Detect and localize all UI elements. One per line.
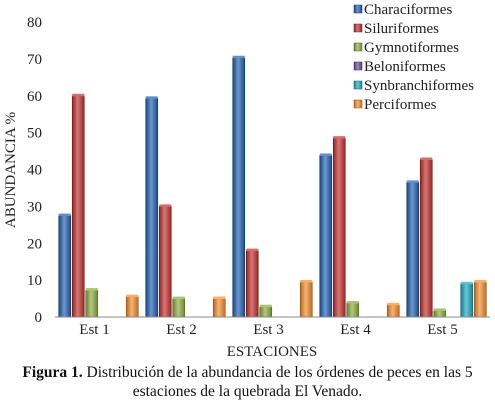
x-tick-label: Est 3 [253,322,283,338]
y-tick-label: 80 [27,15,42,31]
y-tick-label: 60 [27,89,42,105]
bar-perciformes-est-4 [386,304,400,318]
legend-swatch [353,42,363,52]
bar-top-perciformes-est-3 [300,279,313,283]
bar-perciformes-est-1 [125,296,139,318]
caption-label: Figura 1. [22,364,83,381]
bar-siluriformes-est-2 [158,206,172,318]
bar-siluriformes-est-4 [332,137,346,318]
y-tick-label: 20 [27,236,42,252]
bar-top-siluriformes-est-3 [246,248,259,252]
bar-top-characiformes-est-4 [319,153,332,156]
x-tick-label: Est 5 [427,322,457,338]
bar-characiformes-est-2 [145,98,159,318]
bar-characiformes-est-4 [319,155,333,318]
bar-top-siluriformes-est-1 [72,93,85,97]
bar-top-gymnotiformes-est-5 [433,308,446,311]
bar-top-siluriformes-est-2 [159,204,172,207]
legend-label: Characiformes [364,2,452,18]
bar-top-siluriformes-est-5 [420,157,433,161]
bar-characiformes-est-1 [58,215,72,318]
bars [58,55,487,318]
legend-swatch [353,80,363,90]
legend-label: Siluriformes [364,21,439,37]
legend-swatch [353,99,363,109]
y-tick-label: 0 [35,310,43,326]
y-axis-title: ABUNDANCIA % [3,112,19,228]
bar-gymnotiformes-est-2 [172,298,186,318]
y-axis-ticks: 0 10 20 30 40 50 60 70 80 [27,15,42,326]
bar-gymnotiformes-est-4 [346,302,360,318]
bar-siluriformes-est-5 [419,159,433,318]
legend-label: Beloniformes [364,59,446,75]
y-tick-label: 40 [27,163,42,179]
bar-top-characiformes-est-2 [145,96,158,99]
bar-perciformes-est-5 [473,281,487,318]
x-axis-title: ESTACIONES [227,344,317,360]
bar-top-gymnotiformes-est-4 [346,300,359,304]
bar-top-siluriformes-est-4 [333,136,346,139]
legend-label: Perciformes [364,97,437,113]
y-tick-label: 70 [27,52,42,68]
x-tick-label: Est 4 [340,322,371,338]
bar-top-gymnotiformes-est-2 [172,296,185,300]
bar-gymnotiformes-est-5 [433,310,447,318]
bar-characiformes-est-5 [406,182,420,318]
caption-text: Distribución de la abundancia de los órd… [82,364,473,400]
x-tick-label: Est 1 [79,322,109,338]
y-tick-label: 30 [27,199,42,215]
legend-swatch [353,4,363,14]
bar-top-characiformes-est-5 [406,180,419,183]
bar-characiformes-est-3 [232,57,246,318]
bar-perciformes-est-3 [299,281,313,318]
bar-gymnotiformes-est-1 [85,289,99,318]
legend: Characiformes Siluriformes Gymnotiformes Be… [353,2,474,113]
bar-top-characiformes-est-3 [232,55,245,59]
x-tick-label: Est 2 [166,322,196,338]
bar-top-gymnotiformes-est-3 [259,304,272,308]
bar-siluriformes-est-1 [71,95,85,318]
legend-swatch [353,61,363,71]
bar-gymnotiformes-est-3 [259,306,273,318]
bar-synbranchiformes-est-5 [460,283,474,318]
bar-siluriformes-est-3 [245,250,259,318]
legend-swatch [353,23,363,33]
y-tick-label: 50 [27,126,42,142]
legend-label: Gymnotiformes [364,40,459,56]
legend-label: Synbranchiformes [364,78,474,94]
bar-top-perciformes-est-2 [213,296,226,300]
y-tick-label: 10 [27,273,42,289]
bar-perciformes-est-2 [212,298,226,318]
x-axis-ticks: Est 1 Est 2 Est 3 Est 4 Est 5 [79,322,457,338]
bar-top-gymnotiformes-est-1 [85,288,98,291]
bar-top-synbranchiformes-est-5 [460,281,473,285]
bar-top-perciformes-est-5 [474,279,487,283]
bar-top-perciformes-est-1 [126,294,139,298]
bar-top-perciformes-est-4 [387,302,400,306]
figure-caption: Figura 1. Distribución de la abundancia … [10,363,485,401]
bar-top-characiformes-est-1 [58,213,71,217]
